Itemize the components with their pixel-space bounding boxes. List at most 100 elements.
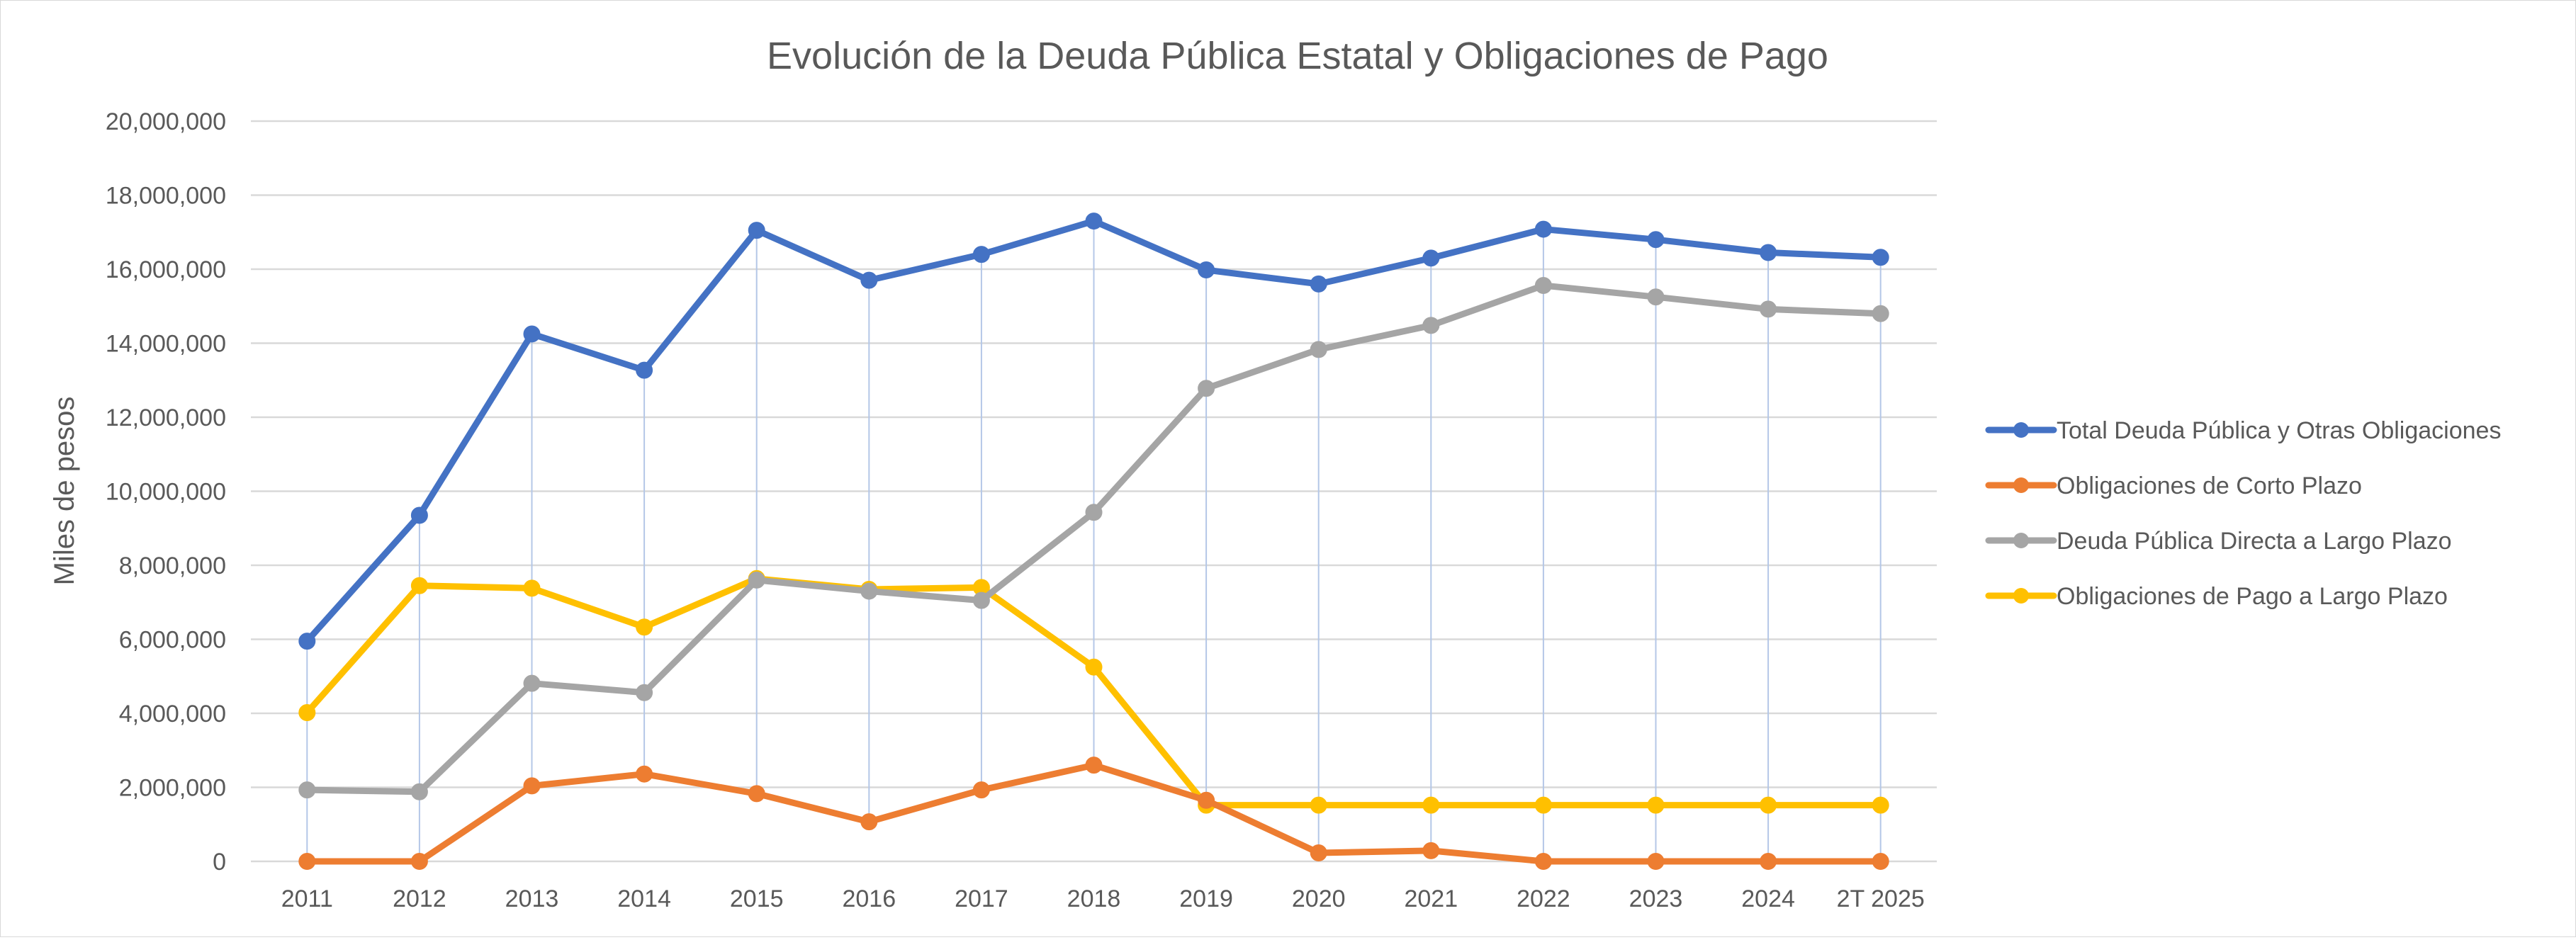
y-tick-label: 6,000,000 bbox=[119, 627, 226, 654]
x-tick-label: 2020 bbox=[1292, 885, 1346, 912]
y-tick-label: 14,000,000 bbox=[106, 331, 226, 358]
data-point bbox=[1085, 213, 1103, 230]
data-point bbox=[1422, 842, 1440, 859]
x-axis-ticks: 2011 2012 2013 2014 2015 2016 2017 2018 2019 2020… bbox=[281, 885, 1925, 912]
legend-marker bbox=[2013, 477, 2029, 493]
data-point bbox=[1310, 844, 1327, 861]
series-0 bbox=[298, 213, 1889, 650]
data-point bbox=[860, 582, 878, 600]
x-tick-label: 2T 2025 bbox=[1837, 885, 1925, 912]
legend-label: Total Deuda Pública y Otras Obligaciones bbox=[2057, 417, 2501, 444]
data-point bbox=[972, 591, 990, 609]
legend-label: Obligaciones de Pago a Largo Plazo bbox=[2057, 583, 2448, 610]
series-2 bbox=[298, 276, 1889, 800]
series-line bbox=[303, 761, 1884, 865]
series-lines bbox=[298, 213, 1889, 870]
data-point bbox=[1422, 796, 1440, 814]
data-point bbox=[1085, 757, 1103, 774]
data-point bbox=[523, 579, 541, 597]
x-tick-label: 2015 bbox=[730, 885, 784, 912]
y-tick-label: 16,000,000 bbox=[106, 256, 226, 283]
legend-item: Obligaciones de Corto Plazo bbox=[1985, 472, 2362, 499]
data-point bbox=[860, 271, 878, 289]
data-point bbox=[523, 674, 541, 692]
data-point bbox=[1647, 796, 1665, 814]
data-point bbox=[1760, 796, 1777, 814]
data-point bbox=[1534, 796, 1552, 814]
y-tick-label: 2,000,000 bbox=[119, 775, 226, 802]
data-point bbox=[1085, 504, 1103, 521]
legend-marker bbox=[2013, 588, 2029, 604]
y-tick-label: 10,000,000 bbox=[106, 479, 226, 506]
data-point bbox=[1534, 853, 1552, 870]
x-tick-label: 2018 bbox=[1067, 885, 1121, 912]
data-point bbox=[298, 703, 316, 721]
x-tick-label: 2022 bbox=[1517, 885, 1570, 912]
x-tick-label: 2017 bbox=[955, 885, 1008, 912]
data-point bbox=[972, 781, 990, 799]
series-3 bbox=[298, 570, 1889, 814]
data-point bbox=[1872, 305, 1889, 322]
y-tick-label: 20,000,000 bbox=[106, 108, 226, 135]
legend-marker bbox=[2013, 533, 2029, 548]
data-point bbox=[1198, 261, 1215, 279]
data-point bbox=[523, 325, 541, 343]
x-tick-label: 2013 bbox=[505, 885, 559, 912]
data-point bbox=[972, 246, 990, 264]
data-point bbox=[298, 633, 316, 650]
x-tick-label: 2019 bbox=[1179, 885, 1233, 912]
x-tick-label: 2016 bbox=[842, 885, 896, 912]
data-point bbox=[1872, 796, 1889, 814]
data-point bbox=[1310, 275, 1327, 293]
x-tick-label: 2011 bbox=[281, 885, 333, 912]
data-point bbox=[1310, 341, 1327, 358]
chart-title: Evolución de la Deuda Pública Estatal y … bbox=[767, 35, 1828, 77]
y-axis-title: Miles de pesos bbox=[49, 397, 80, 586]
data-point bbox=[410, 783, 428, 800]
data-point bbox=[1534, 276, 1552, 294]
data-point bbox=[748, 571, 765, 589]
data-point bbox=[748, 785, 765, 803]
data-point bbox=[1760, 244, 1777, 261]
data-point bbox=[1647, 231, 1665, 249]
y-tick-label: 12,000,000 bbox=[106, 404, 226, 431]
data-point bbox=[860, 813, 878, 831]
data-point bbox=[636, 361, 653, 379]
y-axis-ticks: 0 2,000,000 4,000,000 6,000,000 8,000,000 10,… bbox=[106, 108, 226, 876]
data-point bbox=[1422, 317, 1440, 334]
x-tick-label: 2014 bbox=[617, 885, 671, 912]
data-point bbox=[1422, 249, 1440, 267]
data-point bbox=[1647, 853, 1665, 870]
data-point bbox=[1872, 249, 1889, 266]
y-tick-label: 18,000,000 bbox=[106, 183, 226, 210]
data-point bbox=[298, 853, 316, 870]
x-tick-label: 2023 bbox=[1629, 885, 1683, 912]
data-point bbox=[1198, 791, 1215, 809]
data-point bbox=[1760, 300, 1777, 318]
legend-item: Total Deuda Pública y Otras Obligaciones bbox=[1985, 417, 2501, 444]
x-tick-label: 2024 bbox=[1741, 885, 1795, 912]
data-point bbox=[748, 222, 765, 239]
data-point bbox=[636, 765, 653, 783]
data-point bbox=[1872, 853, 1889, 870]
data-point bbox=[1760, 853, 1777, 870]
data-point bbox=[636, 684, 653, 701]
legend-item: Deuda Pública Directa a Largo Plazo bbox=[1985, 528, 2452, 555]
legend-label: Deuda Pública Directa a Largo Plazo bbox=[2057, 528, 2452, 555]
x-tick-label: 2012 bbox=[393, 885, 446, 912]
data-point bbox=[1534, 220, 1552, 238]
legend-item: Obligaciones de Pago a Largo Plazo bbox=[1985, 583, 2448, 610]
y-tick-label: 0 bbox=[213, 849, 226, 876]
data-point bbox=[410, 506, 428, 524]
data-point bbox=[1310, 796, 1327, 814]
data-point bbox=[298, 781, 316, 799]
data-point bbox=[636, 618, 653, 636]
series-1 bbox=[298, 757, 1889, 870]
data-point bbox=[1647, 288, 1665, 306]
legend-marker bbox=[2013, 422, 2029, 438]
legend: Total Deuda Pública y Otras Obligaciones… bbox=[1985, 417, 2501, 610]
data-point bbox=[1198, 380, 1215, 397]
data-point bbox=[523, 777, 541, 795]
